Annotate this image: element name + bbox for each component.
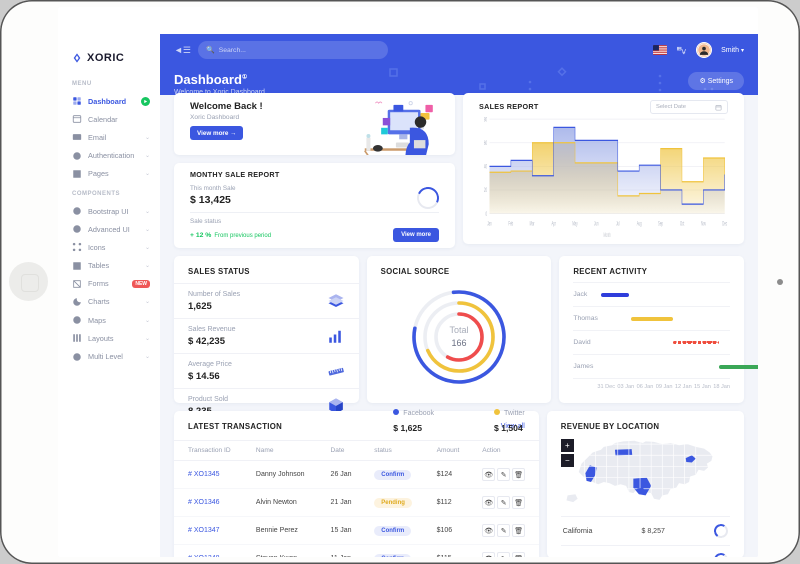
svg-text:Month: Month [603,232,610,238]
svg-text:20: 20 [484,187,487,195]
svg-text:166: 166 [451,338,466,348]
svg-text:Jan: Jan [487,221,492,229]
svg-text:Oct: Oct [680,221,685,229]
svg-text:Dec: Dec [722,221,727,229]
svg-text:Aug: Aug [637,221,642,229]
svg-text:80: 80 [484,116,487,124]
svg-text:May: May [572,221,578,229]
svg-text:Total: Total [449,325,468,335]
svg-text:Nov: Nov [701,221,706,229]
svg-text:Apr: Apr [552,221,557,229]
svg-text:Feb: Feb [508,221,513,229]
svg-text:Jul: Jul [616,221,620,229]
svg-text:0: 0 [486,211,488,219]
svg-text:40: 40 [484,163,487,171]
svg-text:Jun: Jun [594,221,599,229]
svg-text:Sep: Sep [658,221,663,229]
svg-text:60: 60 [484,140,487,148]
svg-text:Mar: Mar [530,221,535,229]
